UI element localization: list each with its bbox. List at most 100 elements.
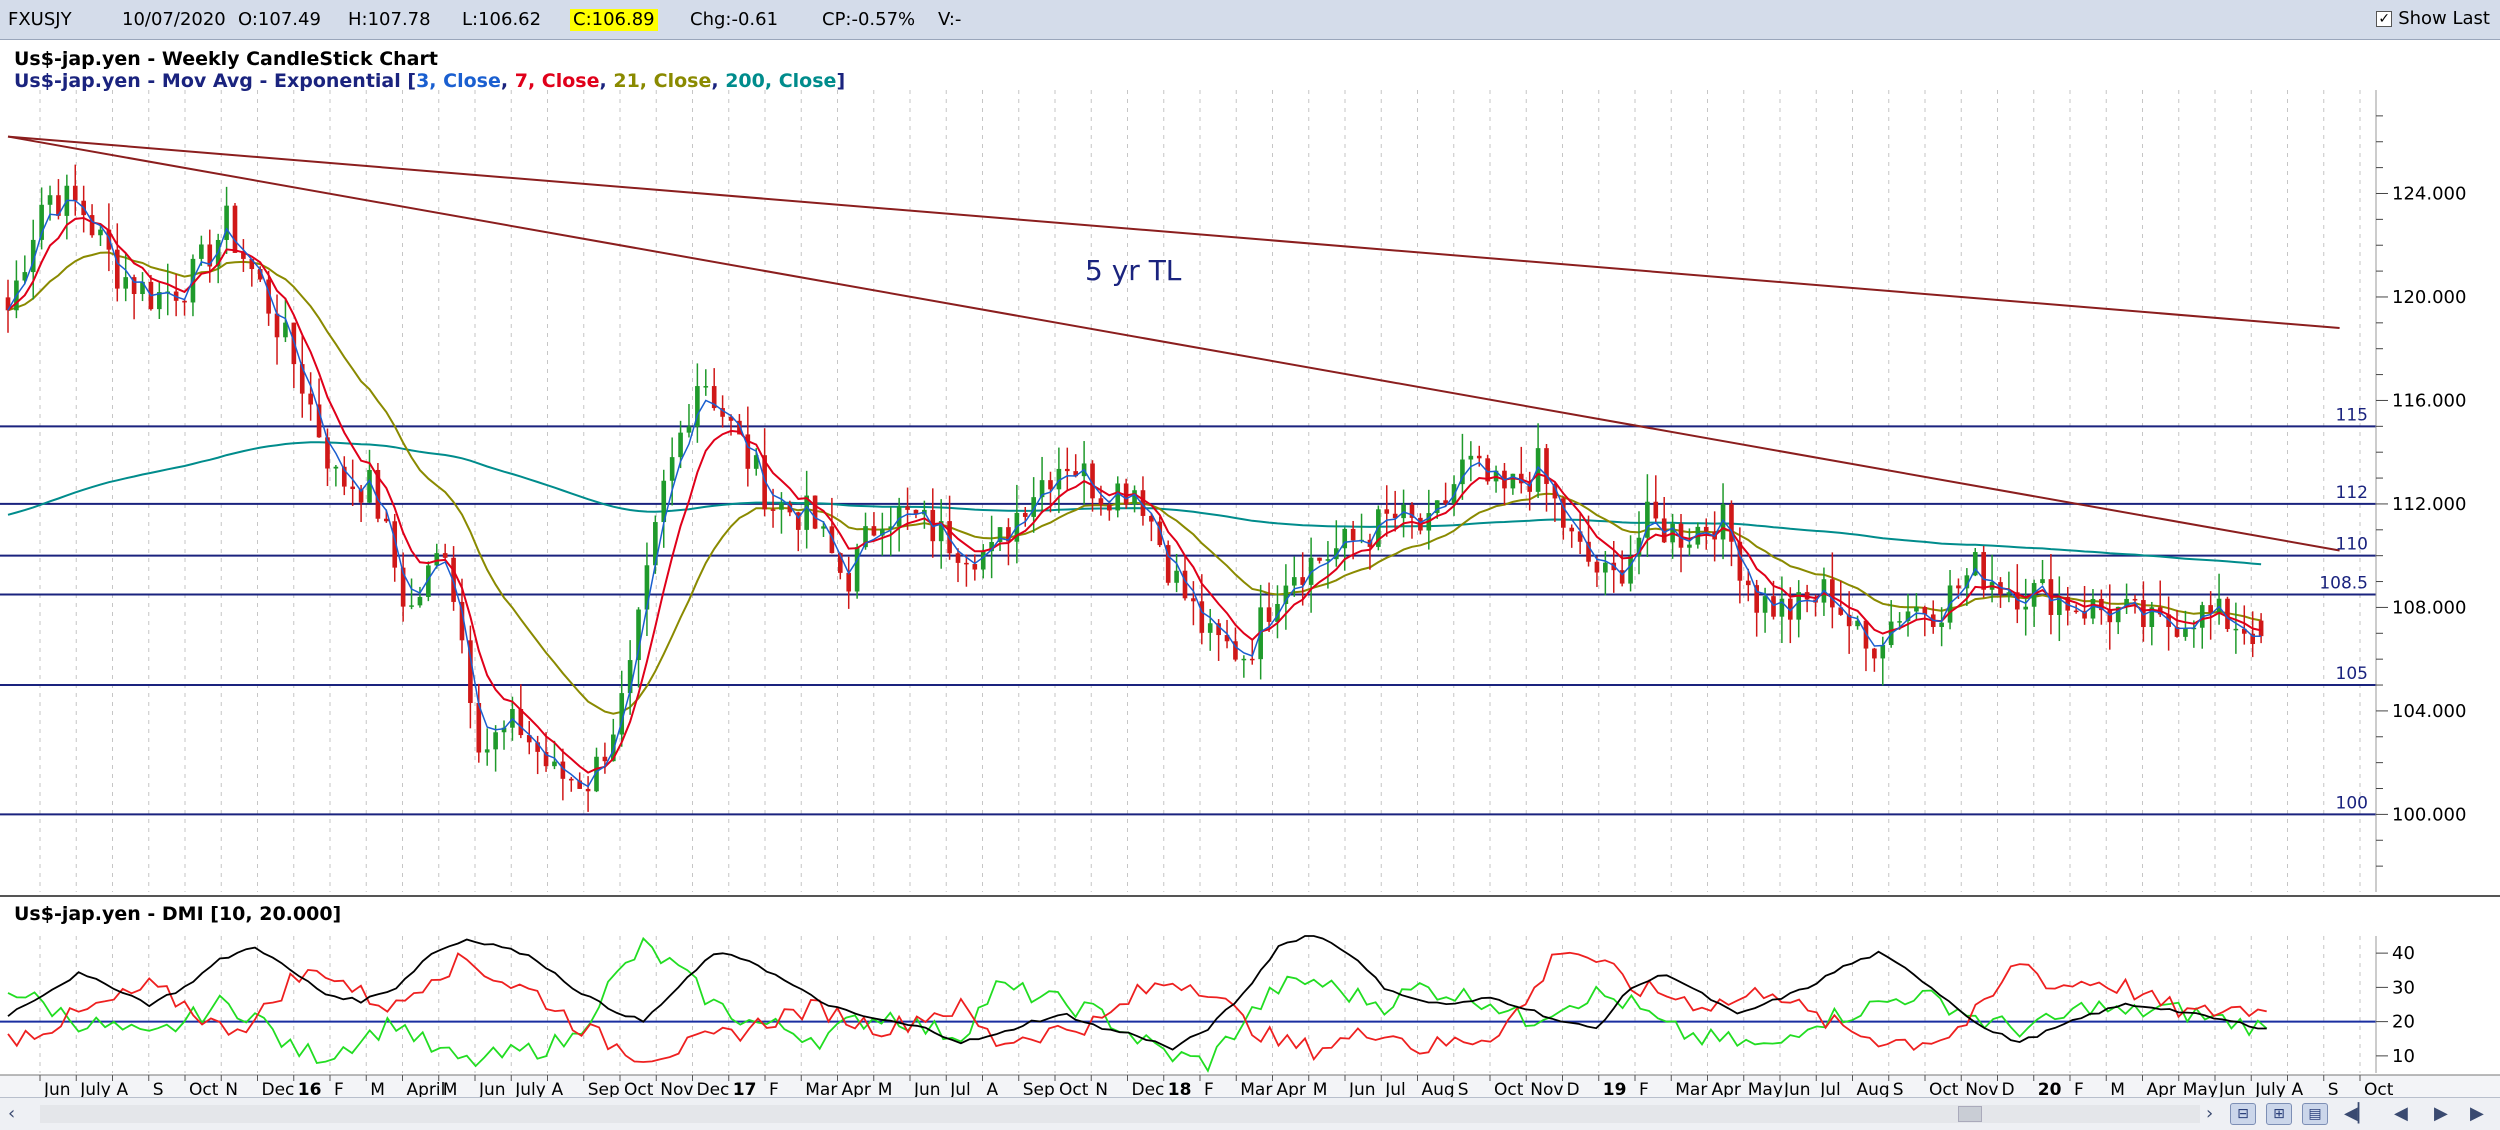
candle-body bbox=[1561, 498, 1566, 528]
candle-body bbox=[1249, 658, 1255, 661]
show-last-checkbox[interactable]: ✓ bbox=[2376, 11, 2393, 27]
x-tick-label: Dec bbox=[697, 1080, 730, 1097]
zoom-out-icon[interactable]: ⊟ bbox=[2230, 1103, 2256, 1125]
candle-body bbox=[888, 526, 894, 529]
candle-body bbox=[644, 565, 650, 610]
show-last-toggle[interactable]: ✓ Show Last bbox=[2376, 8, 2490, 30]
scroll-track[interactable] bbox=[40, 1105, 2200, 1123]
x-tick-label: A bbox=[552, 1080, 564, 1097]
x-tick-label: 18 bbox=[1168, 1080, 1192, 1097]
candle-body bbox=[905, 506, 910, 510]
x-tick-label: Apr bbox=[2147, 1080, 2176, 1097]
candle-body bbox=[1165, 545, 1171, 583]
trendline bbox=[7, 135, 2340, 330]
zoom-in-icon[interactable]: ⊞ bbox=[2266, 1103, 2292, 1125]
candle-body bbox=[1787, 598, 1793, 620]
candle-body bbox=[602, 756, 608, 762]
level-label: 110 bbox=[2336, 535, 2368, 555]
candle-body bbox=[1771, 596, 1776, 617]
x-tick-label: M bbox=[443, 1080, 458, 1097]
candle-body bbox=[30, 239, 36, 273]
candle-body bbox=[47, 195, 53, 205]
candle-body bbox=[1552, 483, 1558, 499]
x-tick-label: Jul bbox=[1819, 1080, 1841, 1097]
candle-body bbox=[871, 526, 877, 536]
previous-icon[interactable]: ◀ bbox=[2394, 1103, 2408, 1124]
ema3-series bbox=[7, 199, 2262, 788]
candle-body bbox=[938, 521, 944, 542]
candle-body bbox=[1325, 559, 1331, 561]
candle-body bbox=[1981, 552, 1986, 590]
first-page-icon[interactable]: ◀▏ bbox=[2344, 1103, 2372, 1124]
x-tick-label: Apr bbox=[1277, 1080, 1306, 1097]
candle-body bbox=[2006, 592, 2012, 595]
candle-body bbox=[98, 229, 103, 236]
candle-body bbox=[2124, 598, 2129, 607]
candle-body bbox=[384, 518, 389, 522]
candle-body bbox=[367, 469, 372, 503]
symbol-label: FXUSJY bbox=[8, 9, 72, 30]
close-label: C:106.89 bbox=[570, 9, 658, 31]
candle-body bbox=[1678, 523, 1684, 548]
price-tick-label: 116.000 bbox=[2392, 390, 2466, 411]
price-tick-label: 112.000 bbox=[2392, 494, 2466, 515]
x-tick-label: D bbox=[1567, 1080, 1580, 1097]
ma-legend-p3: 200 bbox=[725, 70, 765, 92]
horizontal-scrollbar[interactable]: ‹ › ⊟ ⊞ ▤ ◀▏ ◀ ▶ ▶ bbox=[0, 1097, 2500, 1130]
price-tick-label: 120.000 bbox=[2392, 287, 2466, 308]
candle-body bbox=[1939, 622, 1944, 627]
x-tick-label: A bbox=[2292, 1080, 2304, 1097]
candle-body bbox=[846, 572, 852, 592]
candle-body bbox=[1922, 607, 1928, 615]
next-icon[interactable]: ▶ bbox=[2434, 1103, 2448, 1124]
candle-body bbox=[1745, 580, 1751, 586]
candle-body bbox=[114, 249, 120, 289]
x-tick-label: Dec bbox=[262, 1080, 295, 1097]
last-page-icon[interactable]: ▶ bbox=[2470, 1103, 2484, 1124]
x-tick-label: Jul bbox=[949, 1080, 971, 1097]
candle-body bbox=[417, 596, 423, 606]
chart-settings-icon[interactable]: ▤ bbox=[2302, 1103, 2328, 1125]
candle-body bbox=[1031, 497, 1036, 517]
scroll-right-icon[interactable]: › bbox=[2206, 1103, 2214, 1124]
candle-body bbox=[39, 204, 44, 240]
moving-average-legend: Us$-jap.yen - Mov Avg - Exponential [3, … bbox=[14, 70, 845, 92]
volume-label: V:- bbox=[938, 9, 962, 30]
candle-body bbox=[1022, 512, 1028, 517]
candle-body bbox=[1603, 562, 1608, 573]
candle-body bbox=[804, 495, 809, 530]
candle-body bbox=[1266, 607, 1272, 622]
candle-body bbox=[434, 553, 440, 566]
candle-body bbox=[1914, 607, 1919, 612]
x-tick-label: Aug bbox=[1857, 1080, 1890, 1097]
candle-body bbox=[2225, 598, 2230, 630]
scroll-thumb[interactable] bbox=[1958, 1106, 1982, 1122]
candle-body bbox=[451, 557, 456, 602]
x-tick-label: S bbox=[1893, 1080, 1904, 1097]
candle-body bbox=[1964, 575, 1970, 589]
x-tick-label: April bbox=[407, 1080, 446, 1097]
dmi-tick-label: 10 bbox=[2392, 1046, 2415, 1067]
candle-body bbox=[299, 364, 305, 394]
x-tick-label: Jun bbox=[2218, 1080, 2246, 1097]
x-tick-label: D bbox=[2002, 1080, 2015, 1097]
x-tick-label: N bbox=[1095, 1080, 1108, 1097]
level-label: 108.5 bbox=[2319, 573, 2368, 593]
candle-body bbox=[1350, 528, 1356, 541]
candle-body bbox=[1586, 541, 1591, 562]
candle-body bbox=[2241, 628, 2247, 634]
ma-legend-prefix: Us$-jap.yen - Mov Avg - Exponential [ bbox=[14, 70, 416, 92]
price-axis: 124.000 120.000 116.000 112.000 108.000 104.0… bbox=[2375, 90, 2466, 892]
candle-body bbox=[880, 528, 885, 536]
candle-body bbox=[2174, 626, 2180, 637]
candle-body bbox=[400, 567, 406, 607]
candle-body bbox=[1754, 585, 1759, 613]
candle-body bbox=[1123, 483, 1129, 505]
candle-body bbox=[1317, 557, 1322, 561]
candle-body bbox=[543, 751, 549, 767]
candle-body bbox=[1182, 570, 1188, 599]
candle-body bbox=[703, 386, 709, 388]
candle-body bbox=[518, 708, 524, 736]
candle-body bbox=[568, 778, 574, 781]
scroll-left-icon[interactable]: ‹ bbox=[8, 1103, 16, 1124]
